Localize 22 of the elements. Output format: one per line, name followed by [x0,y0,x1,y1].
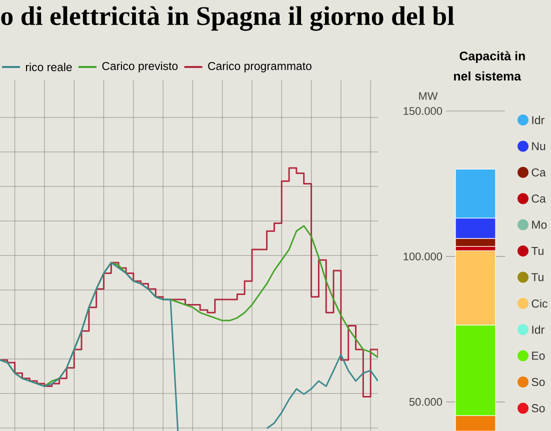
y-tick-label: 150.000 [404,107,442,115]
legend-label: Idr [532,325,544,334]
legend-label: Tu [531,273,544,282]
legend-label: So [532,378,545,386]
text: Eo [532,352,545,360]
legend-label: Ca [532,194,546,203]
legend-label: Tu [531,247,544,255]
y-tick-label: 100.000 [404,252,442,260]
legend-label: rico reale [26,62,72,72]
legend-label: Carico programmato [208,62,312,72]
chart-subtitle: nel sistema [454,71,522,81]
legend-label: Idr [532,116,544,124]
legend-label: So [532,404,545,412]
legend-label: Mo [532,220,547,229]
y-tick-label: 50.000 [409,398,442,406]
legend-label: Nu [532,142,546,150]
y-axis-title: MW [419,92,438,100]
chart-title: Capacità in [460,51,525,63]
chart-title: o di elettricità in Spagna il giorno del bl [1,6,454,31]
legend-label: Carico previsto [102,62,178,72]
legend-label: Ca [532,168,546,176]
legend-label: Cic [532,299,548,308]
